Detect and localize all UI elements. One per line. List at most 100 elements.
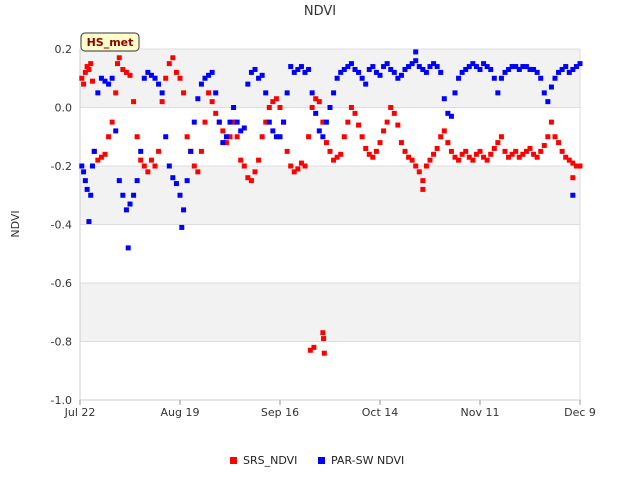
legend-label: SRS_NDVI: [243, 454, 297, 467]
data-point: [256, 157, 262, 163]
data-point: [384, 61, 390, 67]
data-point: [311, 344, 317, 350]
data-point: [131, 99, 137, 105]
data-point: [98, 75, 104, 81]
data-point: [359, 134, 365, 140]
data-point: [498, 75, 504, 81]
data-point: [277, 105, 283, 110]
data-point: [413, 49, 419, 55]
data-point: [373, 148, 379, 154]
data-point: [520, 151, 526, 157]
data-point: [302, 163, 308, 169]
data-point: [120, 66, 126, 72]
data-point: [531, 66, 537, 72]
data-point: [191, 119, 197, 125]
data-point: [95, 157, 101, 163]
data-point: [573, 64, 579, 70]
data-point: [377, 72, 383, 78]
data-point: [441, 128, 447, 134]
data-point: [348, 105, 354, 110]
data-point: [327, 148, 333, 154]
data-point: [452, 90, 458, 96]
data-point: [527, 145, 533, 151]
data-point: [434, 64, 440, 70]
data-point: [131, 192, 137, 198]
data-point: [420, 66, 426, 72]
data-point: [138, 148, 144, 154]
plot-band: [80, 341, 580, 400]
plot-band: [80, 107, 580, 166]
data-point: [516, 154, 522, 160]
data-point: [348, 61, 354, 67]
data-point: [463, 148, 469, 154]
data-point: [295, 166, 301, 172]
data-point: [152, 75, 158, 81]
data-point: [266, 105, 272, 110]
data-point: [98, 154, 104, 160]
data-point: [202, 119, 208, 125]
data-point: [559, 148, 565, 154]
data-point: [245, 81, 251, 87]
legend-swatch: [318, 457, 325, 464]
data-point: [416, 169, 422, 175]
data-point: [470, 157, 476, 163]
data-point: [456, 157, 462, 163]
x-tick-label: Jul 22: [64, 406, 96, 419]
data-point: [241, 163, 247, 169]
data-point: [481, 154, 487, 160]
data-point: [220, 128, 226, 134]
data-point: [84, 64, 90, 70]
data-point: [548, 119, 554, 125]
data-point: [116, 55, 122, 61]
data-point: [413, 163, 419, 169]
data-point: [291, 69, 297, 75]
data-point: [90, 78, 95, 84]
data-point: [366, 151, 372, 157]
data-point: [306, 66, 312, 72]
data-point: [82, 69, 88, 75]
data-point: [256, 75, 262, 81]
data-point: [309, 90, 315, 96]
data-point: [216, 119, 222, 125]
data-point: [466, 64, 472, 70]
data-point: [181, 90, 187, 96]
legend: SRS_NDVI PAR-SW NDVI: [230, 454, 404, 467]
data-point: [259, 72, 265, 78]
data-point: [298, 64, 304, 70]
data-point: [209, 69, 215, 75]
data-point: [395, 122, 401, 128]
data-point: [556, 69, 562, 75]
data-point: [381, 128, 387, 134]
x-tick-label: Oct 14: [362, 406, 399, 419]
data-point: [363, 81, 369, 87]
data-point: [115, 61, 120, 67]
data-point: [309, 105, 315, 110]
data-point: [209, 99, 215, 105]
data-point: [398, 140, 404, 146]
data-point: [570, 66, 576, 72]
data-point: [163, 134, 169, 140]
data-point: [86, 219, 92, 225]
data-point: [448, 113, 454, 119]
data-point: [513, 64, 519, 70]
data-point: [381, 64, 387, 70]
data-point: [81, 81, 87, 87]
data-point: [359, 75, 365, 81]
data-point: [531, 151, 537, 157]
data-point: [123, 207, 129, 213]
data-point: [270, 128, 276, 134]
data-point: [331, 157, 337, 163]
data-point: [416, 64, 422, 70]
data-point: [184, 134, 190, 140]
data-point: [484, 64, 490, 70]
data-point: [316, 99, 322, 105]
data-point: [227, 134, 233, 140]
data-point: [79, 163, 85, 169]
data-point: [477, 148, 483, 154]
data-point: [223, 140, 229, 146]
data-point: [263, 90, 269, 96]
data-point: [156, 148, 162, 154]
data-point: [234, 134, 240, 140]
data-point: [456, 75, 462, 81]
